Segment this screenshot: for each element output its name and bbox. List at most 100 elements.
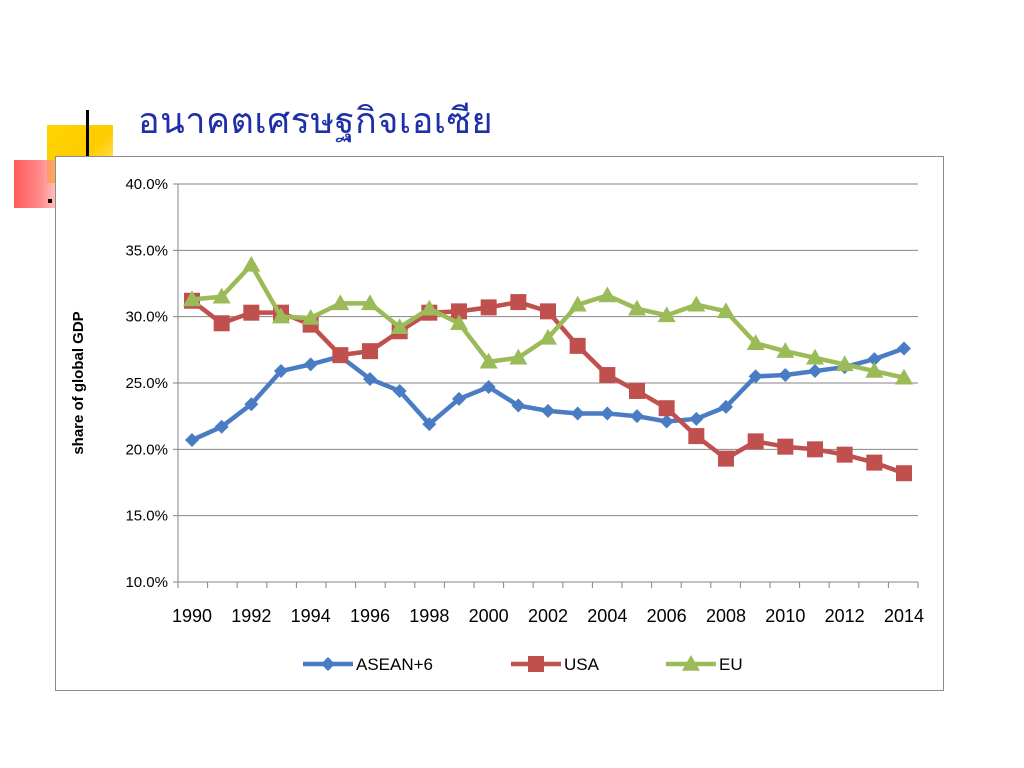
data-point-asean-6 [570, 406, 585, 421]
data-point-asean-6 [214, 419, 229, 434]
chart-frame: 10.0% 15.0% 20.0% 25.0% 30.0% 35.0% 40.0% 1990 1… [55, 156, 944, 691]
y-tick-label: 40.0% [125, 176, 168, 193]
data-point-eu [806, 348, 824, 365]
data-point-eu [568, 295, 587, 312]
data-point-usa [896, 465, 912, 482]
data-point-asean-6 [303, 357, 318, 372]
data-point-eu [242, 255, 261, 272]
data-point-asean-6 [630, 409, 644, 424]
x-tick-label: 2012 [825, 606, 865, 626]
data-point-asean-6 [422, 417, 437, 432]
y-tick-label: 30.0% [125, 309, 168, 326]
y-tick-label: 20.0% [125, 441, 168, 458]
x-tick-label: 2004 [587, 606, 627, 626]
data-point-asean-6 [185, 433, 199, 448]
data-point-eu [746, 334, 765, 350]
series-line-asean-6 [189, 346, 907, 443]
data-point-usa [807, 441, 823, 458]
data-point-eu [509, 348, 528, 365]
x-tick-label: 2014 [884, 606, 924, 626]
decorative-bullet-dot [48, 199, 52, 203]
data-point-usa [718, 450, 734, 467]
data-point-eu [539, 328, 557, 345]
y-tick-label: 10.0% [125, 574, 168, 591]
data-point-eu [479, 352, 498, 369]
data-point-asean-6 [719, 399, 733, 414]
data-point-eu [212, 287, 231, 304]
data-point-asean-6 [452, 391, 466, 406]
data-point-usa [510, 294, 527, 311]
data-point-eu [657, 306, 676, 323]
data-point-usa [480, 299, 497, 316]
legend-marker-asean-6 [321, 657, 335, 671]
legend-label-eu: EU [719, 655, 743, 674]
data-point-usa [540, 303, 556, 320]
data-point-asean-6 [244, 397, 259, 412]
decorative-vertical-line [86, 110, 89, 158]
data-point-eu [895, 368, 913, 385]
data-point-eu [628, 299, 646, 316]
data-point-eu [865, 362, 884, 378]
y-tick-label: 35.0% [125, 242, 168, 259]
data-point-usa [658, 400, 675, 417]
legend-label-asean-6: ASEAN+6 [356, 655, 433, 674]
legend-marker-usa [528, 656, 544, 672]
data-point-eu [272, 307, 290, 324]
x-tick-label: 1990 [172, 606, 212, 626]
data-point-asean-6 [808, 364, 822, 379]
data-point-eu [450, 314, 468, 331]
x-tick-label: 1996 [350, 606, 390, 626]
data-point-asean-6 [867, 352, 882, 367]
data-point-eu [183, 290, 201, 307]
data-point-usa [836, 446, 853, 463]
data-point-asean-6 [689, 411, 704, 426]
x-tick-label: 1994 [291, 606, 331, 626]
data-point-eu [420, 299, 439, 316]
data-point-usa [451, 303, 467, 320]
x-tick-label: 2000 [469, 606, 509, 626]
data-point-eu [687, 295, 706, 312]
y-tick-label: 25.0% [125, 375, 168, 392]
data-point-asean-6 [748, 369, 763, 384]
data-point-usa [213, 315, 230, 332]
legend-marker-eu [682, 655, 700, 671]
data-point-usa [777, 438, 794, 455]
data-point-eu [776, 342, 795, 358]
data-point-asean-6 [363, 372, 377, 387]
data-point-asean-6 [541, 403, 555, 418]
data-point-usa [866, 454, 883, 471]
data-point-eu [301, 308, 320, 325]
y-axis-title: share of global GDP [70, 311, 87, 454]
data-point-eu [390, 318, 409, 335]
data-point-usa [332, 347, 349, 364]
data-point-asean-6 [659, 414, 674, 429]
data-point-usa [599, 367, 616, 384]
data-point-eu [331, 294, 350, 311]
x-tick-label: 2002 [528, 606, 568, 626]
slide-title: อนาคตเศรษฐกิจเอเซีย [138, 101, 494, 142]
data-point-asean-6 [897, 341, 911, 356]
legend-label-usa: USA [564, 655, 600, 674]
series-line-usa [189, 298, 907, 476]
data-point-asean-6 [274, 364, 288, 379]
data-point-usa [362, 343, 378, 360]
data-point-eu [598, 286, 617, 303]
x-tick-label: 1992 [231, 606, 271, 626]
y-tick-label: 15.0% [125, 508, 168, 525]
data-point-eu [361, 294, 379, 311]
data-point-usa [747, 433, 764, 450]
x-tick-label: 1998 [409, 606, 449, 626]
data-point-usa [243, 304, 260, 321]
data-point-usa [688, 428, 705, 445]
data-point-asean-6 [778, 368, 793, 383]
data-point-asean-6 [600, 406, 615, 421]
x-tick-label: 2010 [765, 606, 805, 626]
data-point-asean-6 [511, 398, 526, 413]
x-tick-label: 2006 [647, 606, 687, 626]
data-point-eu [835, 355, 854, 372]
line-chart: 10.0% 15.0% 20.0% 25.0% 30.0% 35.0% 40.0% 1990 1… [70, 176, 924, 674]
data-point-eu [717, 302, 735, 319]
data-point-usa [569, 337, 586, 354]
data-point-asean-6 [392, 383, 407, 398]
